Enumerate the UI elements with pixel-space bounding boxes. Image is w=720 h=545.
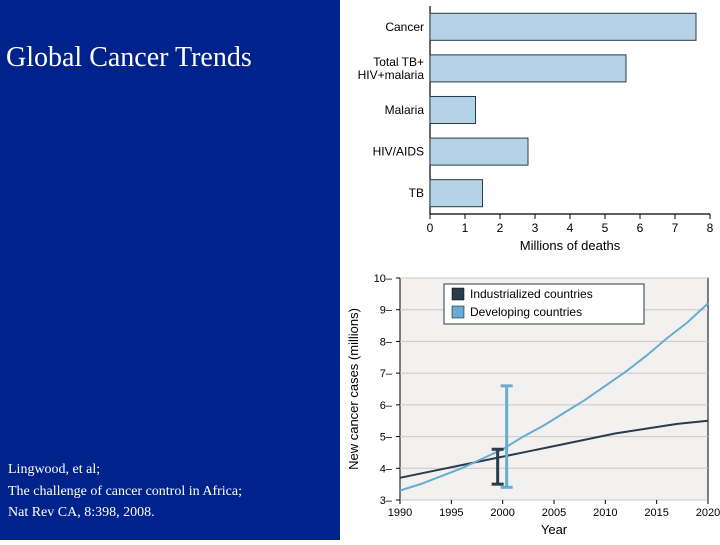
bar-category-label: TB <box>409 186 424 200</box>
citation-line: Nat Rev CA, 8:398, 2008. <box>8 502 242 524</box>
bar-category-label: HIV+malaria <box>358 68 425 82</box>
x-tick-label: 7 <box>672 221 679 235</box>
citation-line: The challenge of cancer control in Afric… <box>8 481 242 503</box>
x-tick-label: 2010 <box>593 507 617 519</box>
x-tick-label: 4 <box>567 221 574 235</box>
legend-swatch <box>452 306 464 318</box>
y-tick-label: 4– <box>380 463 393 475</box>
x-tick-label: 6 <box>637 221 644 235</box>
y-tick-label: 7– <box>380 368 393 380</box>
y-axis-label: New cancer cases (millions) <box>346 308 361 470</box>
legend-label: Industrialized countries <box>470 287 593 301</box>
x-tick-label: 5 <box>602 221 609 235</box>
y-tick-label: 5– <box>380 432 393 444</box>
bar-chart: Cancer Total TB+HIV+malaria Malaria HIV/AID… <box>340 0 720 260</box>
x-tick-label: 1990 <box>388 507 412 519</box>
x-tick-label: 2 <box>497 221 504 235</box>
x-tick-label: 3 <box>532 221 539 235</box>
y-tick-label: 6– <box>380 400 393 412</box>
citation-block: Lingwood, et al; The challenge of cancer… <box>8 459 242 524</box>
legend-label: Developing countries <box>470 305 582 319</box>
x-tick-label: 1 <box>462 221 469 235</box>
x-tick-label: 2000 <box>490 507 514 519</box>
line-chart: 3– 4– 5– 6– 7– 8– 9– 10– 1990 1995 2000 2005 2010 201… <box>340 270 720 540</box>
x-tick-label: 8 <box>707 221 714 235</box>
bar <box>430 96 476 123</box>
y-tick-label: 8– <box>380 336 393 348</box>
x-tick-label: 0 <box>427 221 434 235</box>
x-tick-label: 1995 <box>439 507 463 519</box>
x-tick-label: 2005 <box>542 507 566 519</box>
legend-swatch <box>452 288 464 300</box>
x-tick-label: 2020 <box>696 507 720 519</box>
bar-category-label: Total TB+ <box>373 55 424 69</box>
x-axis-label: Millions of deaths <box>520 238 621 253</box>
bar-category-label: Cancer <box>385 20 424 34</box>
bar-category-label: HIV/AIDS <box>373 145 424 159</box>
x-axis-label: Year <box>541 522 568 537</box>
bar <box>430 180 483 207</box>
citation-line: Lingwood, et al; <box>8 459 242 481</box>
page-title: Global Cancer Trends <box>0 42 346 74</box>
bar <box>430 138 528 165</box>
y-tick-label: 10– <box>374 273 393 285</box>
bar-category-label: Malaria <box>385 103 425 117</box>
bar <box>430 13 696 40</box>
bar <box>430 55 626 82</box>
x-tick-label: 2015 <box>644 507 668 519</box>
y-tick-label: 3– <box>380 495 393 507</box>
y-tick-label: 9– <box>380 305 393 317</box>
